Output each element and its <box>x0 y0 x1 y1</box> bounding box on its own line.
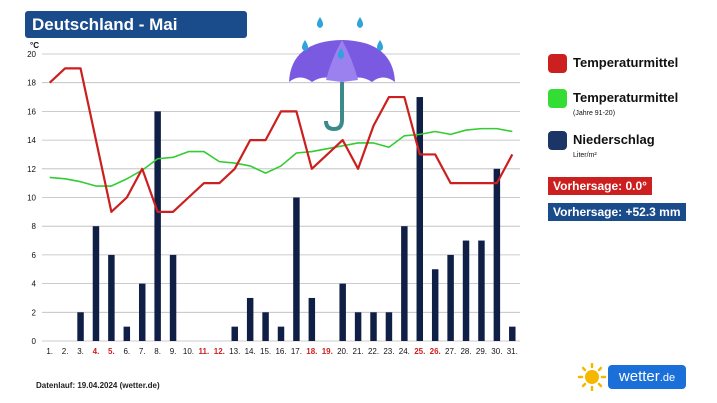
y-tick-label: 14 <box>27 136 36 145</box>
x-tick-label: 22. <box>368 347 379 356</box>
precipitation-bar <box>138 283 146 341</box>
x-tick-label: 1. <box>46 347 53 356</box>
x-tick-label: 27. <box>445 347 456 356</box>
precipitation-bar <box>154 111 161 342</box>
chart-title: Deutschland - Mai <box>25 11 247 38</box>
y-tick-label: 2 <box>32 308 37 317</box>
precipitation-bar <box>462 240 470 341</box>
logo-name: wetter <box>618 368 660 385</box>
precipitation-bar <box>447 254 454 341</box>
legend-sub-precipitation: Liter/m² <box>573 152 597 159</box>
legend-sub-normal: (Jahre 91-20) <box>573 110 616 117</box>
precipitation-bar <box>385 312 393 341</box>
x-tick-label: 21. <box>353 347 364 356</box>
normal-temperature-line <box>49 127 513 187</box>
y-axis: 0 2 4 6 8 10 12 14 16 18 20 <box>27 50 36 346</box>
precipitation-bar <box>77 312 84 341</box>
logo-tld: .de <box>659 372 676 384</box>
precipitation-bar <box>262 312 269 341</box>
precipitation-bar <box>370 312 377 341</box>
y-tick-label: 10 <box>27 194 36 203</box>
x-tick-label: 23. <box>383 347 394 356</box>
x-tick-label: 31. <box>507 347 518 356</box>
forecast-precipitation-badge: Vorhersage: +52.3 mm <box>548 203 686 221</box>
x-tick-label: 28. <box>460 347 471 356</box>
legend-label-precipitation: Niederschlag <box>573 132 655 147</box>
y-tick-label: 16 <box>27 107 36 116</box>
x-tick-label: 30. <box>491 347 502 356</box>
x-tick-label: 2. <box>62 347 69 356</box>
x-tick-label: 10. <box>183 347 194 356</box>
x-tick-label: 6. <box>123 347 130 356</box>
precipitation-bar <box>354 312 362 341</box>
legend-swatch-normal <box>548 89 567 108</box>
x-tick-label: 12. <box>214 347 225 356</box>
data-run-footer: Datenlauf: 19.04.2024 (wetter.de) <box>36 381 160 390</box>
x-tick-label: 8. <box>154 347 161 356</box>
x-tick-label: 18. <box>306 347 317 356</box>
wetter-logo: wetter.de <box>577 363 692 391</box>
x-axis: 1. 2. 3. 4. 5. 6. 7. 8. 9. 10. 11. 12. 13. 14. 15. 16. 1… <box>46 347 517 356</box>
x-tick-label: 3. <box>77 347 84 356</box>
x-tick-label: 13. <box>229 347 240 356</box>
x-tick-label: 29. <box>476 347 487 356</box>
logo-wordmark: wetter.de <box>608 365 686 389</box>
x-tick-label: 7. <box>139 347 146 356</box>
x-tick-label: 4. <box>93 347 100 356</box>
x-tick-label: 26. <box>430 347 441 356</box>
precipitation-bar <box>401 226 408 341</box>
x-tick-label: 14. <box>245 347 256 356</box>
precipitation-bar <box>246 297 254 341</box>
x-tick-label: 19. <box>322 347 333 356</box>
legend-swatch-precipitation <box>548 131 567 150</box>
x-tick-label: 24. <box>399 347 410 356</box>
precipitation-bar <box>108 254 115 341</box>
y-tick-label: 18 <box>27 79 36 88</box>
y-unit-label: °C <box>30 41 39 50</box>
legend-label-temperature: Temperaturmittel <box>573 55 679 70</box>
y-tick-label: 6 <box>32 251 37 260</box>
precipitation-bar <box>431 269 439 341</box>
precipitation-bar <box>339 283 346 341</box>
legend-label-normal: Temperaturmittel <box>573 90 679 105</box>
precipitation-bar <box>231 326 238 341</box>
x-tick-label: 17. <box>291 347 302 356</box>
precipitation-bar <box>92 226 100 341</box>
precipitation-bars <box>77 97 516 342</box>
precipitation-bar <box>277 326 285 341</box>
x-tick-label: 5. <box>108 347 115 356</box>
x-tick-label: 20. <box>337 347 348 356</box>
precipitation-bar <box>308 297 316 341</box>
y-tick-label: 20 <box>27 50 36 59</box>
umbrella-rain-icon <box>289 17 395 132</box>
forecast-temperature-badge: Vorhersage: 0.0° <box>548 177 652 195</box>
precipitation-bar <box>169 254 177 341</box>
y-tick-label: 8 <box>32 222 37 231</box>
temperature-lines <box>48 67 514 213</box>
precipitation-bar <box>509 326 516 341</box>
x-tick-label: 15. <box>260 347 271 356</box>
y-tick-label: 12 <box>27 165 36 174</box>
precipitation-bar <box>123 326 131 341</box>
precipitation-bar <box>416 97 424 341</box>
y-tick-label: 0 <box>32 337 37 346</box>
y-tick-label: 4 <box>32 280 37 289</box>
x-tick-label: 9. <box>170 347 177 356</box>
sun-icon <box>577 363 607 391</box>
legend-swatch-temperature <box>548 54 567 73</box>
precipitation-bar <box>493 168 501 341</box>
x-tick-label: 11. <box>199 347 210 356</box>
temperature-line <box>48 67 514 213</box>
x-tick-label: 25. <box>414 347 425 356</box>
precipitation-bar <box>293 197 300 341</box>
precipitation-bar <box>478 240 485 341</box>
x-tick-label: 16. <box>275 347 286 356</box>
